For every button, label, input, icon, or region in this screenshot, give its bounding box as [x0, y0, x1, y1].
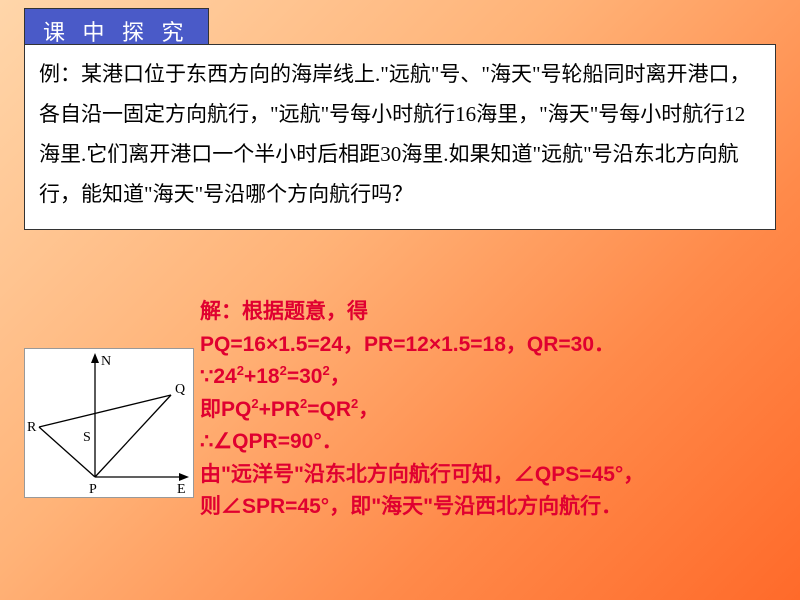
sol-3a: ∵24: [200, 365, 237, 388]
label-N: N: [101, 354, 111, 369]
solution-line-2: PQ=16×1.5=24，PR=12×1.5=18，QR=30．: [200, 329, 778, 362]
sol-4c: =QR: [307, 398, 351, 421]
line-QR: [39, 395, 171, 427]
solution-line-1: 解：根据题意，得: [200, 296, 778, 329]
arrow-east: [179, 473, 189, 481]
solution-line-4: 即PQ2+PR2=QR2，: [200, 394, 778, 427]
sol-4a: 即PQ: [200, 398, 251, 421]
solution-line-5: ∴∠QPR=90°．: [200, 426, 778, 459]
label-Q: Q: [175, 382, 185, 397]
line-PQ: [95, 395, 171, 477]
label-P: P: [89, 482, 97, 497]
problem-text: 例：某港口位于东西方向的海岸线上."远航"号、"海天"号轮船同时离开港口，各自沿…: [39, 62, 751, 206]
slide-background: 课 中 探 究 例：某港口位于东西方向的海岸线上."远航"号、"海天"号轮船同时…: [0, 0, 800, 600]
sup: 2: [237, 363, 244, 378]
section-title-text: 课 中 探 究: [43, 20, 190, 45]
label-S: S: [83, 430, 91, 445]
sol-4b: +PR: [259, 398, 300, 421]
solution-line-7: 则∠SPR=45°，即"海天"号沿西北方向航行．: [200, 491, 778, 524]
geometry-diagram: N Q R S P E: [24, 348, 194, 498]
label-E: E: [177, 482, 186, 497]
solution-line-6: 由"远洋号"沿东北方向航行可知，∠QPS=45°，: [200, 459, 778, 492]
sup: 2: [280, 363, 287, 378]
label-R: R: [27, 420, 37, 435]
solution-block: 解：根据题意，得 PQ=16×1.5=24，PR=12×1.5=18，QR=30…: [200, 296, 778, 524]
problem-statement: 例：某港口位于东西方向的海岸线上."远航"号、"海天"号轮船同时离开港口，各自沿…: [24, 44, 776, 230]
sup: 2: [322, 363, 329, 378]
solution-line-3: ∵242+182=302，: [200, 361, 778, 394]
sol-3b: +18: [244, 365, 280, 388]
sol-3d: ，: [330, 365, 351, 388]
sol-3c: =30: [287, 365, 323, 388]
sol-4d: ，: [358, 398, 379, 421]
arrow-north: [91, 353, 99, 363]
diagram-svg: N Q R S P E: [25, 349, 195, 499]
sup: 2: [251, 396, 258, 411]
